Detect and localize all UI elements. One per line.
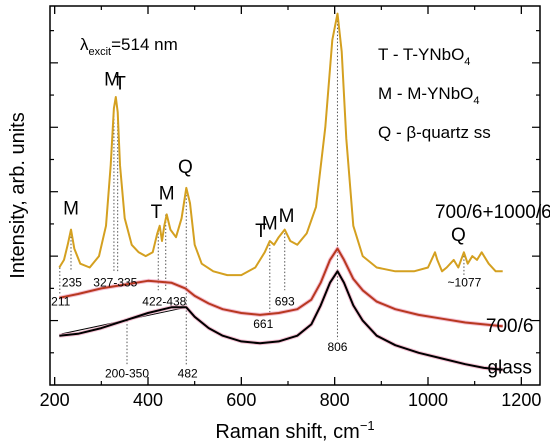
x-tick-label: 1200 — [501, 390, 541, 410]
series-line-2 — [59, 270, 503, 371]
peak-value-label: 327-335 — [93, 275, 137, 289]
series-line-1 — [59, 247, 503, 328]
peak-label: T — [255, 221, 267, 242]
legend-entry: T - T-YNbO4 — [378, 45, 470, 68]
legend-entry: M - M-YNbO4 — [378, 84, 480, 107]
peak-value-label: 693 — [275, 294, 295, 308]
x-tick-label: 600 — [226, 390, 256, 410]
x-axis-label: Raman shift, cm−1 — [215, 418, 374, 443]
plot-area: MMTTMQTMMTMQ235211327-335422-43869366180… — [51, 12, 550, 380]
peak-value-label: 661 — [253, 317, 273, 331]
series-label: glass — [487, 358, 531, 379]
legend-entry: Q - β-quartz ss — [378, 123, 491, 142]
peak-value-label: 235 — [62, 275, 82, 289]
axes: 200 400 600 800 1000 1200 Raman shift, cm−1 Int… — [7, 5, 541, 443]
peak-value-label: 422-438 — [142, 294, 186, 308]
peak-label: M — [279, 206, 295, 227]
peak-value-label: ~1077 — [448, 275, 482, 289]
series-line-0 — [58, 12, 503, 277]
x-tick-label: 1000 — [408, 390, 448, 410]
peak-value-label: 806 — [327, 340, 347, 354]
x-tick-label: 800 — [320, 390, 350, 410]
peak-label: Q — [451, 225, 466, 246]
peak-label: M — [159, 183, 175, 204]
peak-label: T — [151, 202, 163, 223]
peak-label: M — [104, 70, 120, 91]
peak-value-label: 211 — [51, 294, 70, 308]
y-axis-label: Intensity, arb. units — [7, 112, 29, 278]
peak-value-label: 200-350 — [105, 366, 149, 380]
excitation-label: λexcit=514 nm — [80, 35, 178, 58]
peak-value-label: 482 — [178, 366, 198, 380]
plot-frame — [49, 5, 541, 386]
x-tick-label: 400 — [133, 390, 163, 410]
series-label: 700/6 — [486, 316, 534, 337]
peak-label: T — [114, 73, 126, 94]
peak-label: Q — [178, 157, 193, 178]
peak-label: M — [262, 214, 278, 235]
legend: λexcit=514 nm T - T-YNbO4 M - M-YNbO4 Q - β… — [80, 35, 491, 142]
x-tick-label: 200 — [40, 390, 70, 410]
peak-label: M — [63, 198, 79, 219]
series-label: 700/6+1000/6 — [435, 202, 550, 223]
